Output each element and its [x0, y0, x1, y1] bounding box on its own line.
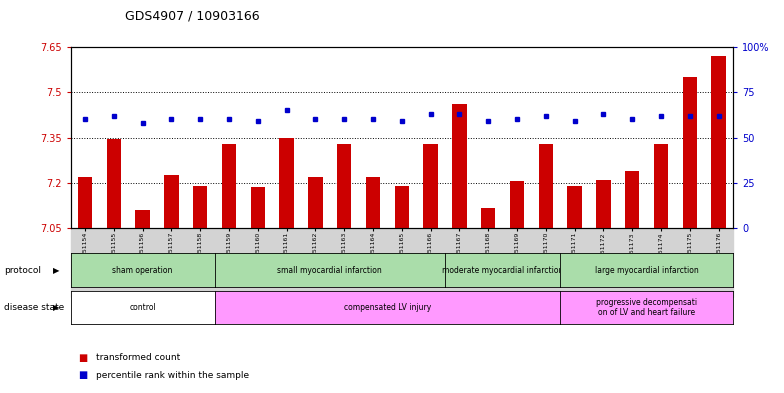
Bar [596, 180, 611, 228]
Bar [539, 143, 553, 228]
Bar [251, 187, 265, 228]
Bar [308, 177, 322, 228]
Text: moderate myocardial infarction: moderate myocardial infarction [442, 266, 563, 275]
Bar [452, 105, 466, 228]
Bar [481, 208, 495, 228]
Bar [711, 56, 726, 228]
Bar [510, 181, 524, 228]
Bar [222, 143, 236, 228]
Text: sham operation: sham operation [112, 266, 172, 275]
Bar [394, 186, 409, 228]
Bar [136, 210, 150, 228]
Bar [193, 186, 208, 228]
Text: progressive decompensati
on of LV and heart failure: progressive decompensati on of LV and he… [596, 298, 697, 317]
Text: large myocardial infarction: large myocardial infarction [595, 266, 699, 275]
Text: control: control [129, 303, 156, 312]
Bar [366, 177, 380, 228]
Text: ■: ■ [78, 353, 88, 363]
Text: compensated LV injury: compensated LV injury [343, 303, 431, 312]
Bar [683, 77, 697, 228]
Bar [423, 143, 437, 228]
Bar [279, 138, 294, 228]
Text: ▶: ▶ [53, 303, 60, 312]
Bar [164, 175, 179, 228]
Text: percentile rank within the sample: percentile rank within the sample [96, 371, 249, 380]
Text: small myocardial infarction: small myocardial infarction [278, 266, 382, 275]
Bar [625, 171, 640, 228]
Text: transformed count: transformed count [96, 353, 180, 362]
Text: protocol: protocol [4, 266, 41, 275]
Bar [107, 139, 121, 228]
Text: ▶: ▶ [53, 266, 60, 275]
Text: disease state: disease state [4, 303, 64, 312]
Text: GDS4907 / 10903166: GDS4907 / 10903166 [125, 10, 260, 23]
Bar [568, 186, 582, 228]
Bar [654, 143, 668, 228]
Text: ■: ■ [78, 370, 88, 380]
Bar [337, 143, 351, 228]
Bar [78, 177, 93, 228]
